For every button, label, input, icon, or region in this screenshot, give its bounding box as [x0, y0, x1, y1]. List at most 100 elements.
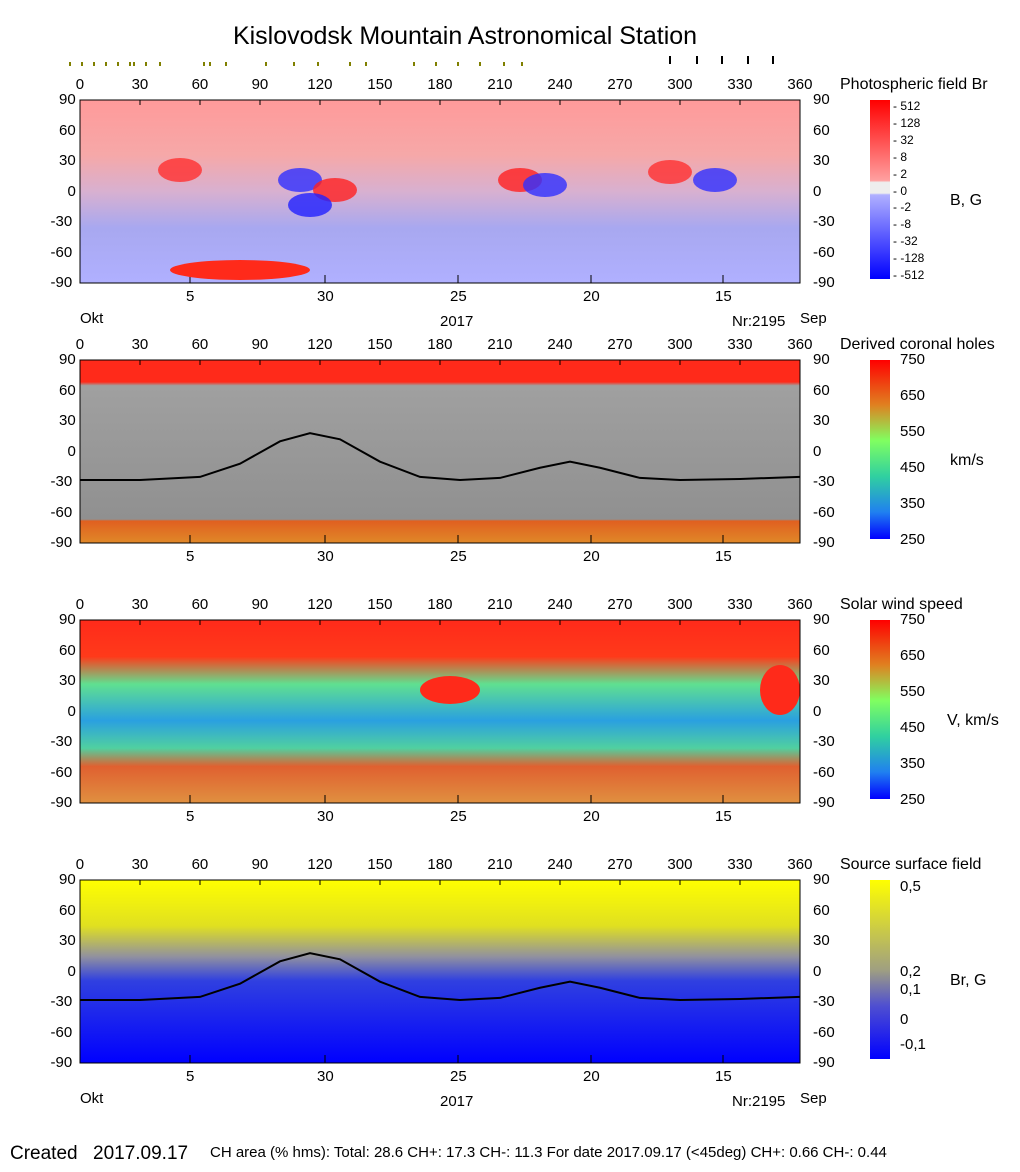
colorbar-tick-label: 650	[900, 647, 926, 664]
lon-tick-label: 180	[427, 76, 453, 93]
lat-tick-label-left: 60	[59, 641, 76, 659]
lat-tick-label-left: 0	[67, 442, 76, 460]
colorbar-tick-label: - 8	[893, 149, 908, 164]
lat-tick-label-right: -90	[813, 534, 835, 551]
colorbar-title: Solar wind speed	[840, 596, 963, 613]
lat-tick-label-right: 30	[813, 672, 830, 689]
colorbar-tick-label: -0,1	[900, 1036, 926, 1053]
colorbar-tick-label: - 512	[893, 99, 921, 113]
lat-tick-label-left: 90	[59, 91, 76, 108]
lat-tick-label-left: 60	[59, 121, 76, 139]
lat-tick-label-left: 90	[59, 871, 76, 888]
lon-tick-label: 300	[667, 336, 693, 353]
date-tick-label: 15	[715, 288, 732, 305]
map-panel-3	[80, 620, 800, 803]
colorbar-tick-label: 550	[900, 683, 926, 700]
lon-tick-label: 90	[251, 596, 269, 613]
colorbar-unit: B, G	[950, 192, 983, 209]
lon-tick-label: 120	[307, 596, 333, 613]
lat-tick-label-left: -90	[50, 1054, 73, 1071]
lon-tick-label: 30	[131, 336, 149, 353]
lat-tick-label-right: 30	[813, 932, 830, 949]
year-label: 2017	[440, 313, 474, 330]
map-panel-2	[80, 360, 800, 543]
lat-tick-label-left: 90	[59, 611, 76, 628]
month-left-label: Okt	[80, 310, 104, 327]
colorbar-tick-label: 0,5	[900, 878, 921, 895]
lat-tick-label-left: 0	[67, 702, 76, 720]
date-tick-label: 25	[450, 1068, 467, 1085]
colorbar-unit: km/s	[950, 452, 984, 469]
month-left-label: Okt	[80, 1090, 104, 1107]
lon-tick-label: 360	[787, 76, 813, 93]
colorbar-tick-label: 250	[900, 531, 926, 548]
colorbar-tick-label: 0	[900, 1011, 909, 1028]
lon-tick-label: 210	[487, 596, 513, 613]
fast-wind-region	[170, 260, 310, 280]
lon-tick-label: 360	[787, 336, 813, 353]
colorbar-1	[870, 100, 890, 279]
lat-tick-label-right: -30	[813, 473, 835, 490]
lat-tick-label-left: 30	[59, 932, 76, 949]
rotation-number: Nr:2195	[732, 313, 786, 330]
lat-tick-label-left: 0	[67, 962, 76, 980]
lat-tick-label-right: 30	[813, 152, 830, 169]
lon-tick-label: 150	[367, 596, 393, 613]
lon-tick-label: 330	[727, 596, 753, 613]
month-right-label: Sep	[800, 1090, 827, 1107]
lon-tick-label: 0	[75, 76, 85, 93]
lon-tick-label: 90	[251, 856, 269, 873]
active-region	[278, 168, 322, 192]
lat-tick-label-left: -90	[50, 794, 73, 811]
colorbar-2	[870, 360, 890, 539]
active-region	[693, 168, 737, 192]
lat-tick-label-right: -30	[813, 733, 835, 750]
lon-tick-label: 360	[787, 856, 813, 873]
lon-tick-label: 300	[667, 596, 693, 613]
map-panel-1	[80, 100, 800, 283]
fast-wind-region	[420, 676, 480, 704]
colorbar-tick-label: - -8	[893, 217, 911, 232]
neutral-line	[80, 432, 801, 481]
colorbar-tick-label: 650	[900, 387, 926, 404]
colorbar-tick-label: 350	[900, 495, 926, 512]
lon-tick-label: 270	[607, 856, 633, 873]
lat-tick-label-right: 90	[813, 611, 830, 628]
date-tick-label: 5	[186, 808, 195, 825]
date-tick-label: 20	[583, 288, 600, 305]
date-tick-label: 25	[450, 808, 467, 825]
lat-tick-label-right: -60	[813, 243, 835, 261]
lat-tick-label-left: -90	[50, 274, 73, 291]
lon-tick-label: 30	[131, 76, 149, 93]
lat-tick-label-left: -30	[50, 213, 73, 230]
lon-tick-label: 240	[547, 856, 573, 873]
lat-tick-label-right: 60	[813, 381, 830, 399]
colorbar-tick-label: 350	[900, 755, 926, 772]
lon-tick-label: 30	[131, 596, 149, 613]
lon-tick-label: 300	[667, 856, 693, 873]
month-right-label: Sep	[800, 310, 827, 327]
colorbar-tick-label: 450	[900, 459, 926, 476]
colorbar-4	[870, 880, 890, 1059]
lat-tick-label-left: -60	[50, 1023, 73, 1041]
colorbar-title: Source surface field	[840, 856, 982, 873]
lon-tick-label: 360	[787, 596, 813, 613]
lon-tick-label: 0	[75, 856, 85, 873]
lat-tick-label-right: -30	[813, 993, 835, 1010]
lat-tick-label-right: -60	[813, 1023, 835, 1041]
lon-tick-label: 240	[547, 596, 573, 613]
colorbar-tick-label: 0,1	[900, 981, 921, 998]
created-date: 2017.09.17	[93, 1143, 189, 1164]
lon-tick-label: 300	[667, 76, 693, 93]
lat-tick-label-right: 30	[813, 412, 830, 429]
lon-tick-label: 270	[607, 336, 633, 353]
map-panel-4	[80, 880, 800, 1063]
colorbar-tick-label: - 32	[893, 132, 914, 147]
neutral-line	[80, 952, 801, 1001]
lon-tick-label: 180	[427, 336, 453, 353]
colorbar-3	[870, 620, 890, 799]
colorbar-tick-label: 750	[900, 351, 926, 368]
lat-tick-label-right: 0	[813, 182, 822, 200]
lat-tick-label-left: -30	[50, 733, 73, 750]
